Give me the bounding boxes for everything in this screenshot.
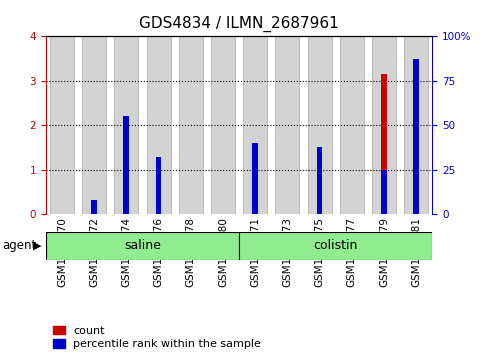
Bar: [146, 36, 170, 214]
Bar: [252, 143, 258, 214]
Bar: [404, 36, 428, 214]
Bar: [82, 36, 106, 214]
Bar: [381, 74, 387, 214]
Text: agent: agent: [2, 239, 37, 252]
Bar: [372, 36, 396, 214]
Bar: [124, 145, 129, 214]
Bar: [308, 36, 332, 214]
Text: colistin: colistin: [313, 240, 358, 252]
Bar: [50, 36, 74, 214]
Bar: [243, 36, 267, 214]
Bar: [413, 111, 419, 214]
Bar: [91, 200, 97, 214]
Legend: count, percentile rank within the sample: count, percentile rank within the sample: [49, 321, 266, 354]
Bar: [91, 204, 97, 214]
Title: GDS4834 / ILMN_2687961: GDS4834 / ILMN_2687961: [139, 16, 339, 32]
FancyBboxPatch shape: [239, 232, 432, 260]
Text: ▶: ▶: [33, 241, 42, 251]
Bar: [381, 170, 387, 214]
Bar: [211, 36, 235, 214]
Bar: [413, 60, 419, 214]
Bar: [124, 116, 129, 214]
Bar: [156, 173, 161, 214]
Bar: [275, 36, 299, 214]
Bar: [317, 168, 323, 214]
Bar: [114, 36, 139, 214]
Text: saline: saline: [124, 240, 161, 252]
Bar: [156, 157, 161, 214]
Bar: [252, 168, 258, 214]
Bar: [179, 36, 203, 214]
Bar: [340, 36, 364, 214]
FancyBboxPatch shape: [46, 232, 239, 260]
Bar: [317, 147, 323, 214]
